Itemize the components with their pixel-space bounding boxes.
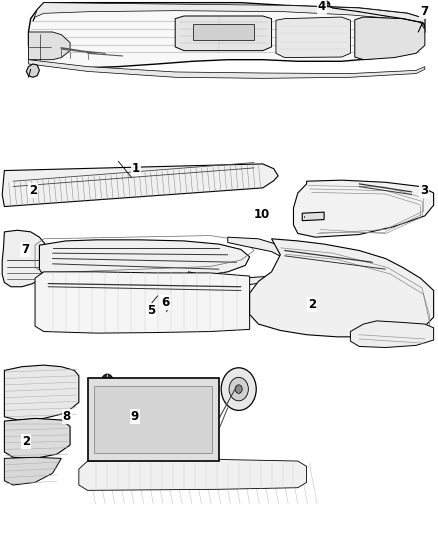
Polygon shape [39, 240, 250, 281]
Polygon shape [28, 3, 425, 68]
Circle shape [326, 255, 331, 261]
Circle shape [94, 280, 99, 287]
Text: 9: 9 [131, 410, 139, 423]
Bar [88, 378, 219, 461]
Circle shape [295, 251, 300, 257]
Polygon shape [350, 321, 434, 348]
Polygon shape [276, 17, 350, 58]
Polygon shape [302, 212, 324, 221]
Circle shape [63, 280, 68, 287]
Circle shape [129, 282, 134, 288]
Text: 2: 2 [308, 298, 316, 311]
Text: 7: 7 [420, 5, 428, 18]
Polygon shape [250, 239, 434, 337]
Polygon shape [28, 32, 70, 60]
Polygon shape [26, 64, 39, 77]
Circle shape [323, 1, 330, 10]
Polygon shape [4, 418, 70, 458]
Polygon shape [2, 230, 48, 287]
Text: 7: 7 [21, 243, 29, 256]
Circle shape [176, 450, 187, 464]
Polygon shape [28, 60, 425, 78]
Text: 10: 10 [254, 208, 270, 221]
Circle shape [235, 385, 242, 393]
Circle shape [29, 34, 51, 60]
Circle shape [230, 286, 235, 292]
Polygon shape [293, 180, 434, 237]
Circle shape [221, 368, 256, 410]
Text: 6: 6 [162, 296, 170, 309]
Text: 4: 4 [318, 0, 326, 13]
Polygon shape [35, 272, 250, 333]
Bar [94, 386, 212, 453]
Circle shape [102, 450, 113, 464]
Text: 1: 1 [132, 163, 140, 175]
Polygon shape [355, 17, 425, 60]
Text: 2: 2 [29, 184, 37, 197]
Circle shape [392, 268, 397, 274]
Polygon shape [4, 457, 61, 485]
Circle shape [229, 377, 248, 401]
Polygon shape [175, 16, 272, 51]
Circle shape [357, 261, 362, 267]
Polygon shape [4, 365, 79, 420]
Circle shape [199, 285, 204, 291]
Circle shape [35, 41, 46, 53]
Polygon shape [2, 164, 278, 206]
Text: 8: 8 [63, 410, 71, 423]
Polygon shape [188, 237, 293, 285]
Text: 5: 5 [147, 304, 155, 317]
Circle shape [164, 283, 169, 289]
Text: 3: 3 [420, 184, 428, 197]
Polygon shape [193, 24, 254, 40]
Circle shape [102, 374, 113, 388]
Polygon shape [33, 3, 425, 24]
Polygon shape [79, 459, 307, 490]
Text: 2: 2 [22, 435, 30, 448]
